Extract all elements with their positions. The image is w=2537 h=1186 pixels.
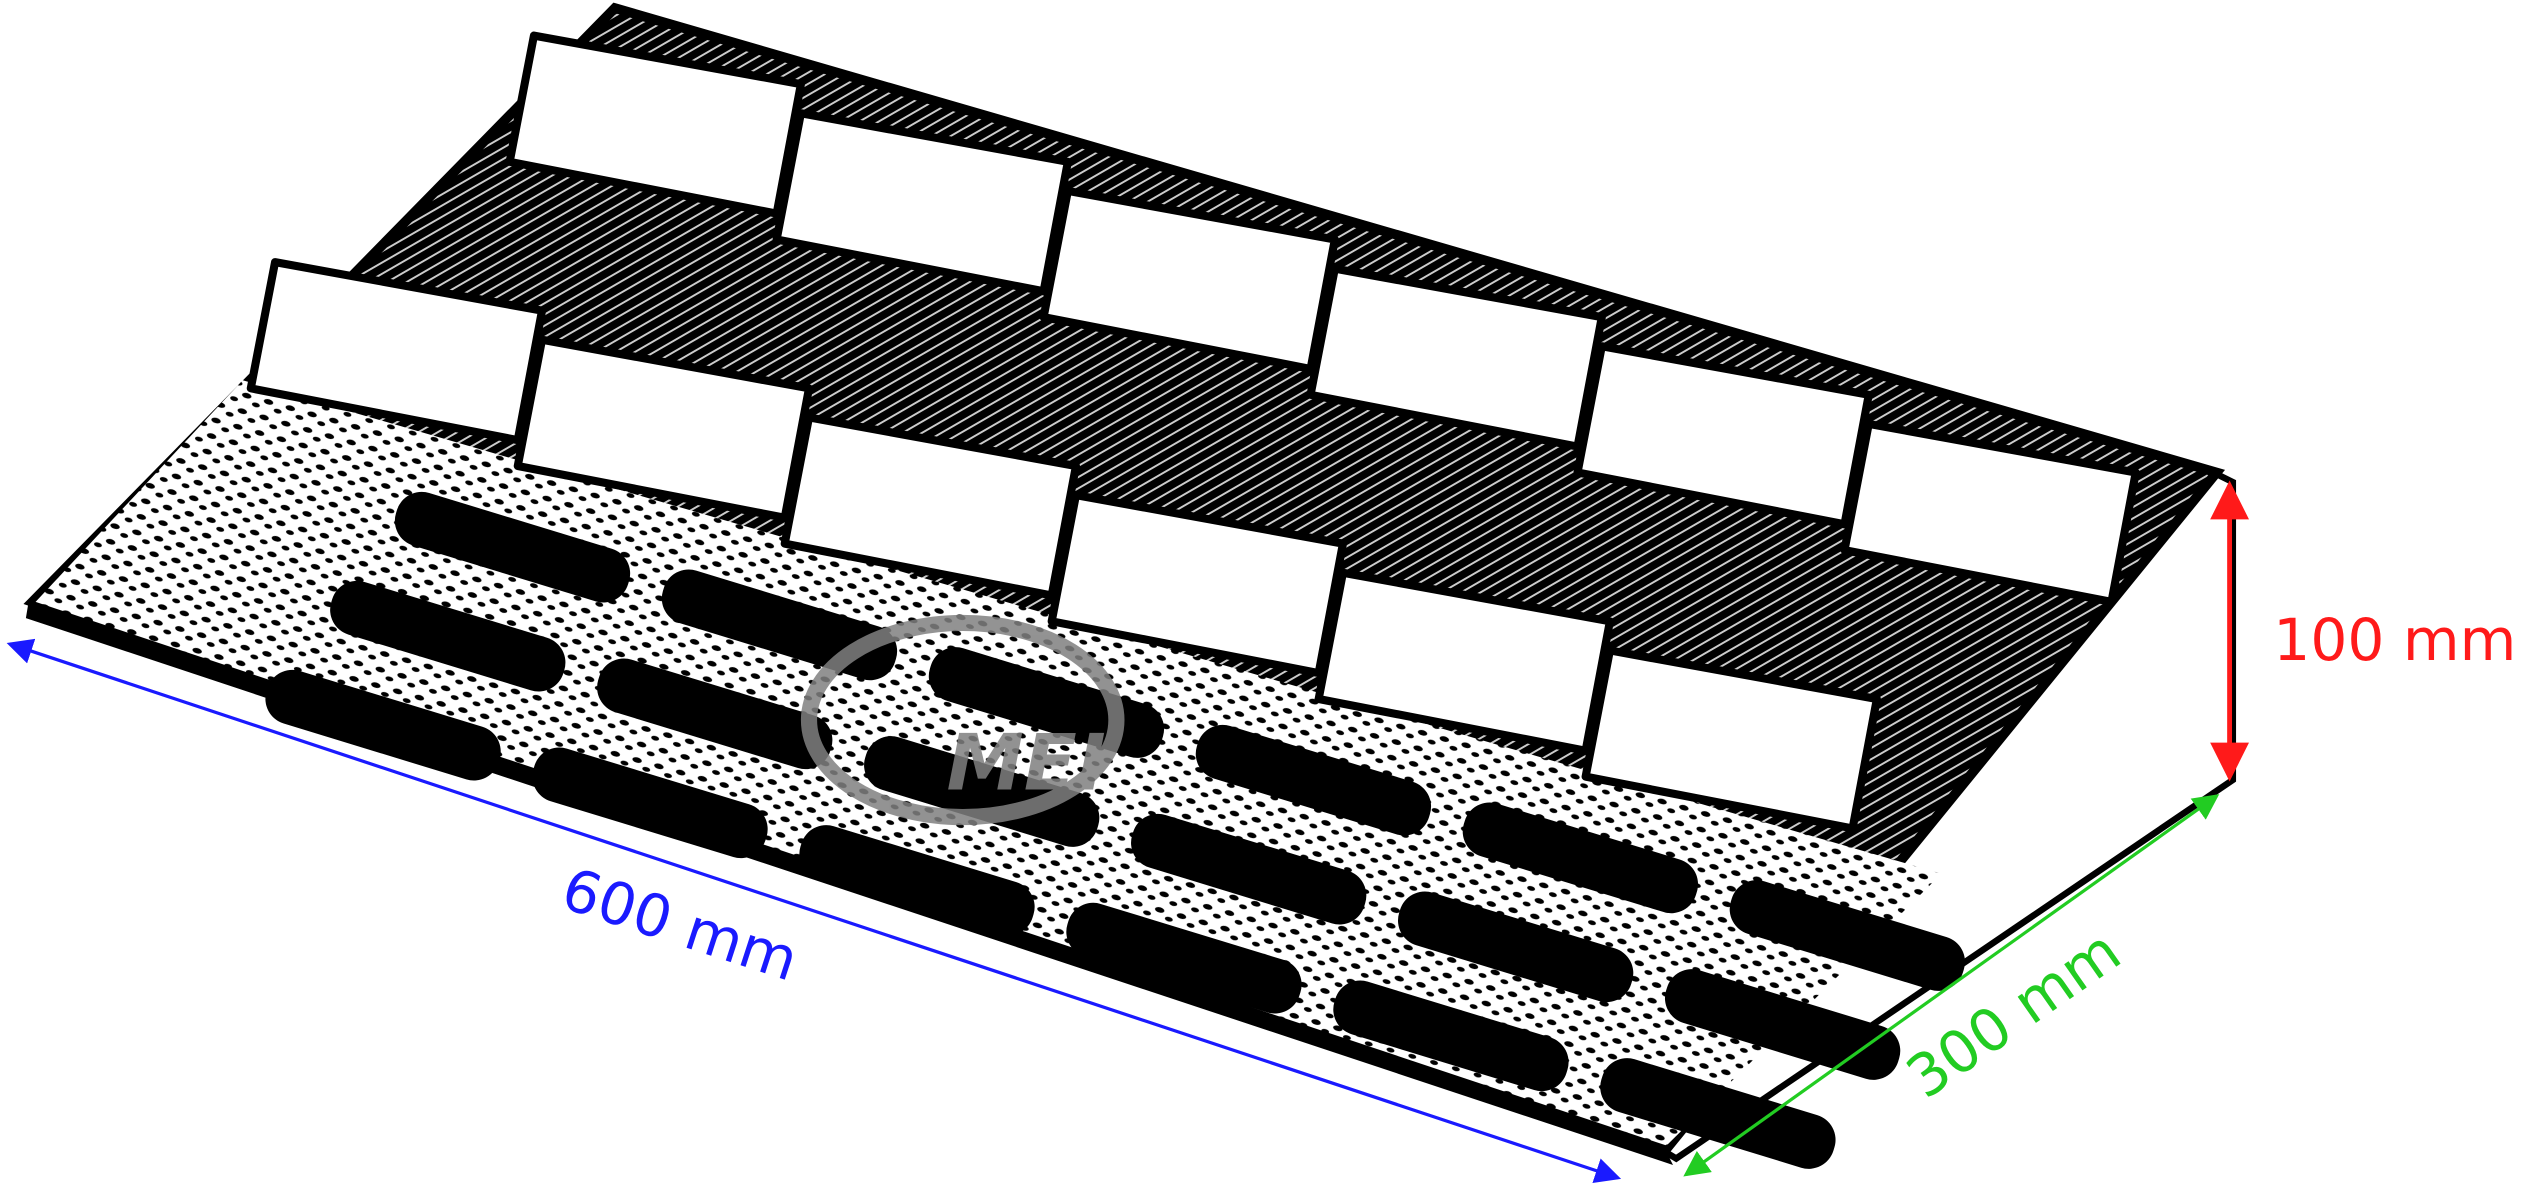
- white-pad: [780, 413, 1081, 600]
- white-pad: [1039, 186, 1339, 373]
- white-pad: [1840, 419, 2140, 606]
- white-pad: [246, 258, 547, 445]
- white-pad: [505, 31, 805, 218]
- white-pad: [513, 335, 814, 522]
- black-bar: [394, 491, 631, 603]
- height-label: 100 mm: [2273, 606, 2516, 674]
- length-label: 600 mm: [554, 855, 806, 995]
- white-pad: [1573, 342, 1873, 529]
- width-dimension-arrow: [1683, 794, 2220, 1177]
- white-pad: [772, 109, 1072, 296]
- white-pad: [1306, 264, 1606, 451]
- logo-text: MEI: [947, 719, 1106, 809]
- length-dimension-arrow: [6, 638, 1622, 1184]
